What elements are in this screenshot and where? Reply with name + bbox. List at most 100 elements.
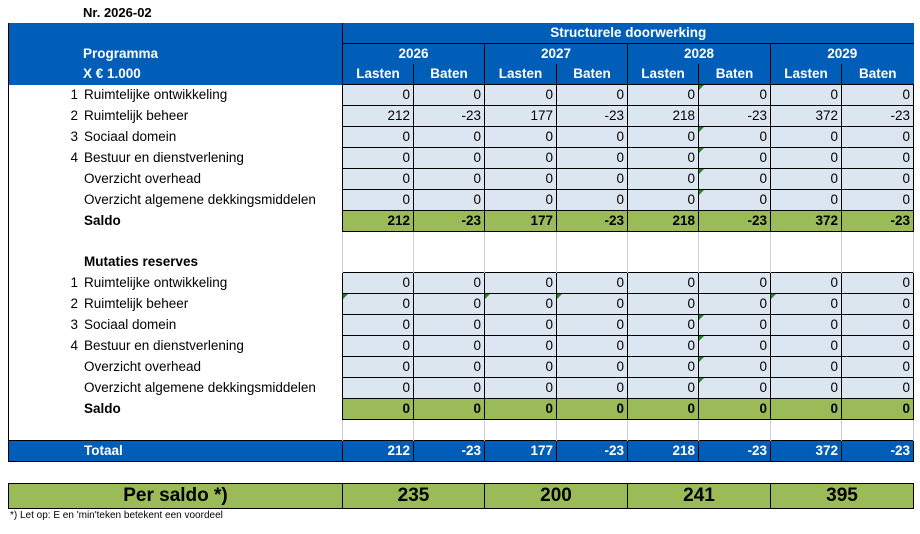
value-cell[interactable]: 0 — [342, 314, 414, 336]
value-cell[interactable]: 0 — [698, 356, 771, 378]
value-cell[interactable]: 0 — [841, 272, 914, 294]
value-cell[interactable]: -23 — [413, 440, 485, 462]
value-cell[interactable]: 0 — [556, 293, 628, 315]
value-cell[interactable]: 0 — [698, 147, 771, 169]
value-cell[interactable]: 0 — [342, 84, 414, 106]
value-cell[interactable]: 218 — [627, 105, 699, 127]
value-cell[interactable]: 0 — [413, 314, 485, 336]
value-cell[interactable]: 0 — [484, 293, 557, 315]
value-cell[interactable]: 0 — [841, 398, 914, 420]
value-cell[interactable]: 0 — [770, 272, 842, 294]
value-cell[interactable]: 0 — [413, 189, 485, 211]
value-cell[interactable]: -23 — [698, 210, 771, 232]
value-cell[interactable]: -23 — [413, 105, 485, 127]
value-cell[interactable]: 0 — [342, 168, 414, 190]
value-cell[interactable]: 0 — [342, 147, 414, 169]
value-cell[interactable]: 0 — [413, 147, 485, 169]
value-cell[interactable]: 0 — [841, 147, 914, 169]
value-cell[interactable]: 0 — [698, 335, 771, 357]
value-cell[interactable]: 212 — [342, 440, 414, 462]
value-cell[interactable]: 177 — [484, 105, 557, 127]
value-cell[interactable]: 0 — [770, 126, 842, 148]
value-cell[interactable]: 0 — [556, 356, 628, 378]
value-cell[interactable]: -23 — [841, 105, 914, 127]
value-cell[interactable]: 0 — [841, 126, 914, 148]
value-cell[interactable]: 0 — [627, 189, 699, 211]
value-cell[interactable]: 0 — [342, 272, 414, 294]
value-cell[interactable]: 177 — [484, 440, 557, 462]
value-cell[interactable]: 0 — [770, 293, 842, 315]
value-cell[interactable]: 0 — [342, 398, 414, 420]
value-cell[interactable]: 0 — [770, 398, 842, 420]
value-cell[interactable]: 177 — [484, 210, 557, 232]
value-cell[interactable]: 0 — [484, 84, 557, 106]
value-cell[interactable]: 0 — [413, 126, 485, 148]
value-cell[interactable]: 372 — [770, 210, 842, 232]
value-cell[interactable]: 0 — [413, 398, 485, 420]
value-cell[interactable]: 0 — [627, 84, 699, 106]
value-cell[interactable]: 0 — [342, 335, 414, 357]
value-cell[interactable]: 0 — [556, 168, 628, 190]
value-cell[interactable]: 218 — [627, 210, 699, 232]
value-cell[interactable]: 0 — [770, 168, 842, 190]
value-cell[interactable]: 0 — [342, 126, 414, 148]
value-cell[interactable]: 0 — [698, 272, 771, 294]
value-cell[interactable]: 0 — [627, 356, 699, 378]
value-cell[interactable]: 0 — [556, 189, 628, 211]
value-cell[interactable]: 0 — [627, 314, 699, 336]
value-cell[interactable]: -23 — [841, 210, 914, 232]
value-cell[interactable]: -23 — [698, 105, 771, 127]
value-cell[interactable]: 0 — [556, 314, 628, 336]
value-cell[interactable]: -23 — [413, 210, 485, 232]
value-cell[interactable]: 372 — [770, 440, 842, 462]
value-cell[interactable]: 0 — [556, 335, 628, 357]
value-cell[interactable]: 0 — [484, 314, 557, 336]
value-cell[interactable]: 0 — [841, 314, 914, 336]
value-cell[interactable]: 0 — [770, 335, 842, 357]
value-cell[interactable]: 0 — [698, 377, 771, 399]
value-cell[interactable]: 0 — [627, 293, 699, 315]
value-cell[interactable]: -23 — [556, 105, 628, 127]
value-cell[interactable]: 0 — [484, 335, 557, 357]
value-cell[interactable]: 0 — [484, 398, 557, 420]
value-cell[interactable]: 0 — [484, 168, 557, 190]
value-cell[interactable]: 0 — [413, 272, 485, 294]
value-cell[interactable]: 0 — [770, 377, 842, 399]
value-cell[interactable]: -23 — [556, 210, 628, 232]
value-cell[interactable]: 0 — [342, 293, 414, 315]
value-cell[interactable]: 0 — [627, 168, 699, 190]
value-cell[interactable]: 0 — [698, 314, 771, 336]
value-cell[interactable]: 212 — [342, 210, 414, 232]
value-cell[interactable]: 0 — [413, 84, 485, 106]
value-cell[interactable]: 0 — [413, 293, 485, 315]
value-cell[interactable]: 0 — [841, 377, 914, 399]
value-cell[interactable]: 0 — [841, 84, 914, 106]
value-cell[interactable]: 0 — [556, 147, 628, 169]
value-cell[interactable]: 0 — [627, 126, 699, 148]
value-cell[interactable]: 0 — [770, 314, 842, 336]
value-cell[interactable]: 0 — [770, 147, 842, 169]
value-cell[interactable]: 0 — [484, 126, 557, 148]
value-cell[interactable]: 0 — [342, 189, 414, 211]
value-cell[interactable]: 218 — [627, 440, 699, 462]
value-cell[interactable]: 0 — [698, 398, 771, 420]
value-cell[interactable]: 0 — [698, 84, 771, 106]
value-cell[interactable]: 0 — [841, 293, 914, 315]
value-cell[interactable]: 0 — [484, 356, 557, 378]
value-cell[interactable]: 0 — [627, 147, 699, 169]
value-cell[interactable]: 0 — [627, 377, 699, 399]
value-cell[interactable]: -23 — [841, 440, 914, 462]
value-cell[interactable]: 0 — [698, 293, 771, 315]
value-cell[interactable]: 0 — [841, 168, 914, 190]
value-cell[interactable]: 0 — [627, 335, 699, 357]
value-cell[interactable]: 0 — [556, 272, 628, 294]
value-cell[interactable]: 0 — [556, 84, 628, 106]
value-cell[interactable]: 0 — [627, 398, 699, 420]
value-cell[interactable]: 0 — [484, 147, 557, 169]
value-cell[interactable]: 0 — [556, 377, 628, 399]
value-cell[interactable]: 0 — [556, 126, 628, 148]
value-cell[interactable]: 0 — [342, 377, 414, 399]
value-cell[interactable]: 0 — [698, 168, 771, 190]
value-cell[interactable]: -23 — [698, 440, 771, 462]
value-cell[interactable]: 0 — [770, 84, 842, 106]
